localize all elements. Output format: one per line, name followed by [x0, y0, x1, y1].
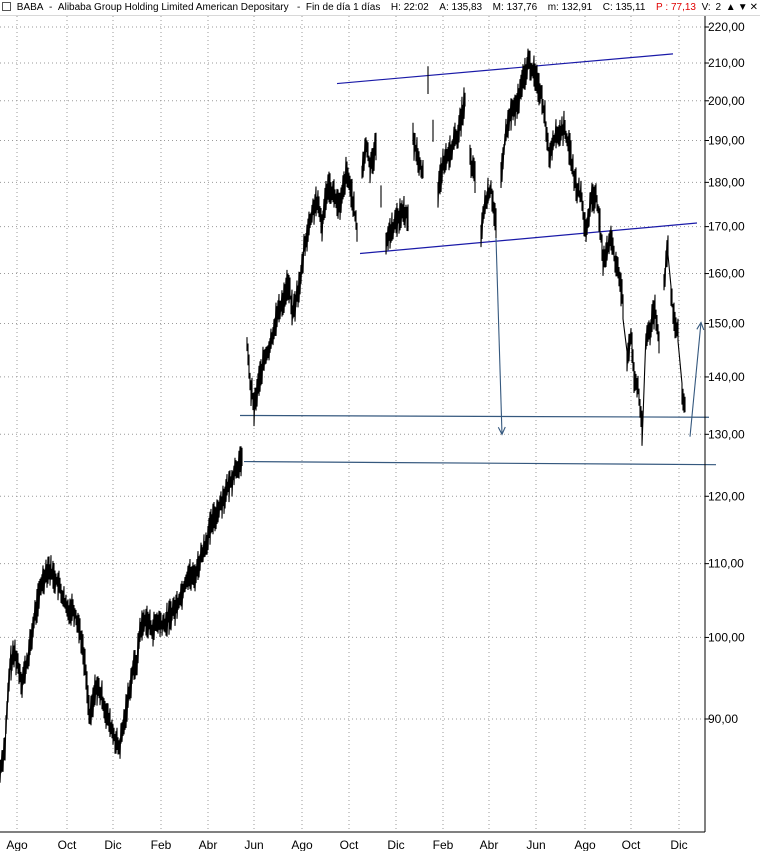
v-label: V: — [701, 2, 711, 13]
y-tick-label: 210,00 — [708, 56, 745, 70]
instrument-name: Alibaba Group Holding Limited American D… — [57, 2, 289, 13]
y-tick-label: 140,00 — [708, 370, 745, 384]
x-tick-label: Jun — [244, 838, 263, 851]
x-tick-label: Dic — [104, 838, 121, 851]
scroll-down-icon[interactable]: ▼ — [737, 2, 748, 13]
x-tick-label: Feb — [433, 838, 454, 851]
m-label: M: — [492, 2, 504, 13]
y-tick-label: 90,00 — [708, 712, 738, 726]
trendline — [359, 222, 698, 255]
h-value: 22:02 — [403, 2, 429, 13]
timeframe: Fin de día 1 días — [305, 2, 381, 13]
h-label: H: — [390, 2, 401, 13]
x-tick-label: Abr — [480, 838, 499, 851]
separator: - — [291, 2, 304, 13]
arrow-head — [497, 426, 506, 436]
x-axis: Ago Oct Dic Feb Abr Jun Ago Oct Dic Feb Abr Jun Ago O… — [0, 831, 705, 851]
x-tick-label: Ago — [291, 838, 313, 851]
p-label: P — [655, 2, 663, 13]
arrow-head — [696, 321, 705, 331]
y-tick-label: 100,00 — [708, 630, 745, 644]
chart-header: BABA - Alibaba Group Holding Limited Ame… — [0, 0, 760, 16]
y-tick-label: 150,00 — [708, 317, 745, 331]
target-arrow — [495, 238, 503, 435]
y-tick-label: 170,00 — [708, 220, 745, 234]
y-tick-label: 190,00 — [708, 134, 745, 148]
x-tick-label: Dic — [670, 838, 687, 851]
scroll-up-icon[interactable]: ▲ — [725, 2, 736, 13]
a-label: A: — [439, 2, 449, 13]
symbol: BABA — [16, 2, 44, 13]
header-controls: V: 2 ▲ ▼ ✕ — [696, 0, 758, 15]
x-tick-label: Dic — [387, 838, 404, 851]
a-value: 135,83 — [451, 2, 483, 13]
p-value: : 77,13 — [665, 2, 696, 13]
y-tick-label: 160,00 — [708, 267, 745, 281]
y-tick-label: 110,00 — [708, 557, 744, 571]
x-tick-label: Oct — [622, 838, 641, 851]
y-tick-label: 180,00 — [708, 175, 745, 189]
y-tick-label: 130,00 — [708, 427, 745, 441]
x-tick-label: Feb — [151, 838, 172, 851]
trendline — [243, 460, 717, 466]
x-tick-label: Oct — [58, 838, 77, 851]
y-tick-label: 200,00 — [708, 94, 745, 108]
c-value: 135,11 — [615, 2, 646, 13]
v-value: 2 — [715, 2, 722, 13]
close-icon[interactable]: ✕ — [749, 2, 758, 13]
x-tick-label: Ago — [574, 838, 596, 851]
y-tick-label: 120,00 — [708, 489, 745, 503]
separator: - — [46, 2, 56, 13]
min-label: m: — [547, 2, 559, 13]
m-value: 137,76 — [506, 2, 538, 13]
x-tick-label: Abr — [199, 838, 218, 851]
price-line — [0, 48, 686, 783]
window-menu-icon[interactable] — [2, 2, 11, 11]
trendlines — [239, 53, 717, 466]
x-tick-label: Oct — [340, 838, 359, 851]
min-value: 132,91 — [561, 2, 593, 13]
trendline — [336, 53, 674, 85]
y-axis: 220,00 210,00 200,00 190,00 180,00 170,00 160,… — [704, 16, 745, 832]
price-series — [0, 48, 686, 783]
target-arrow — [689, 322, 702, 437]
trendline — [239, 414, 710, 418]
c-label: C: — [602, 2, 613, 13]
target-arrows — [495, 238, 705, 437]
x-tick-label: Jun — [526, 838, 545, 851]
x-tick-label: Ago — [6, 838, 28, 851]
y-tick-label: 220,00 — [708, 20, 745, 34]
